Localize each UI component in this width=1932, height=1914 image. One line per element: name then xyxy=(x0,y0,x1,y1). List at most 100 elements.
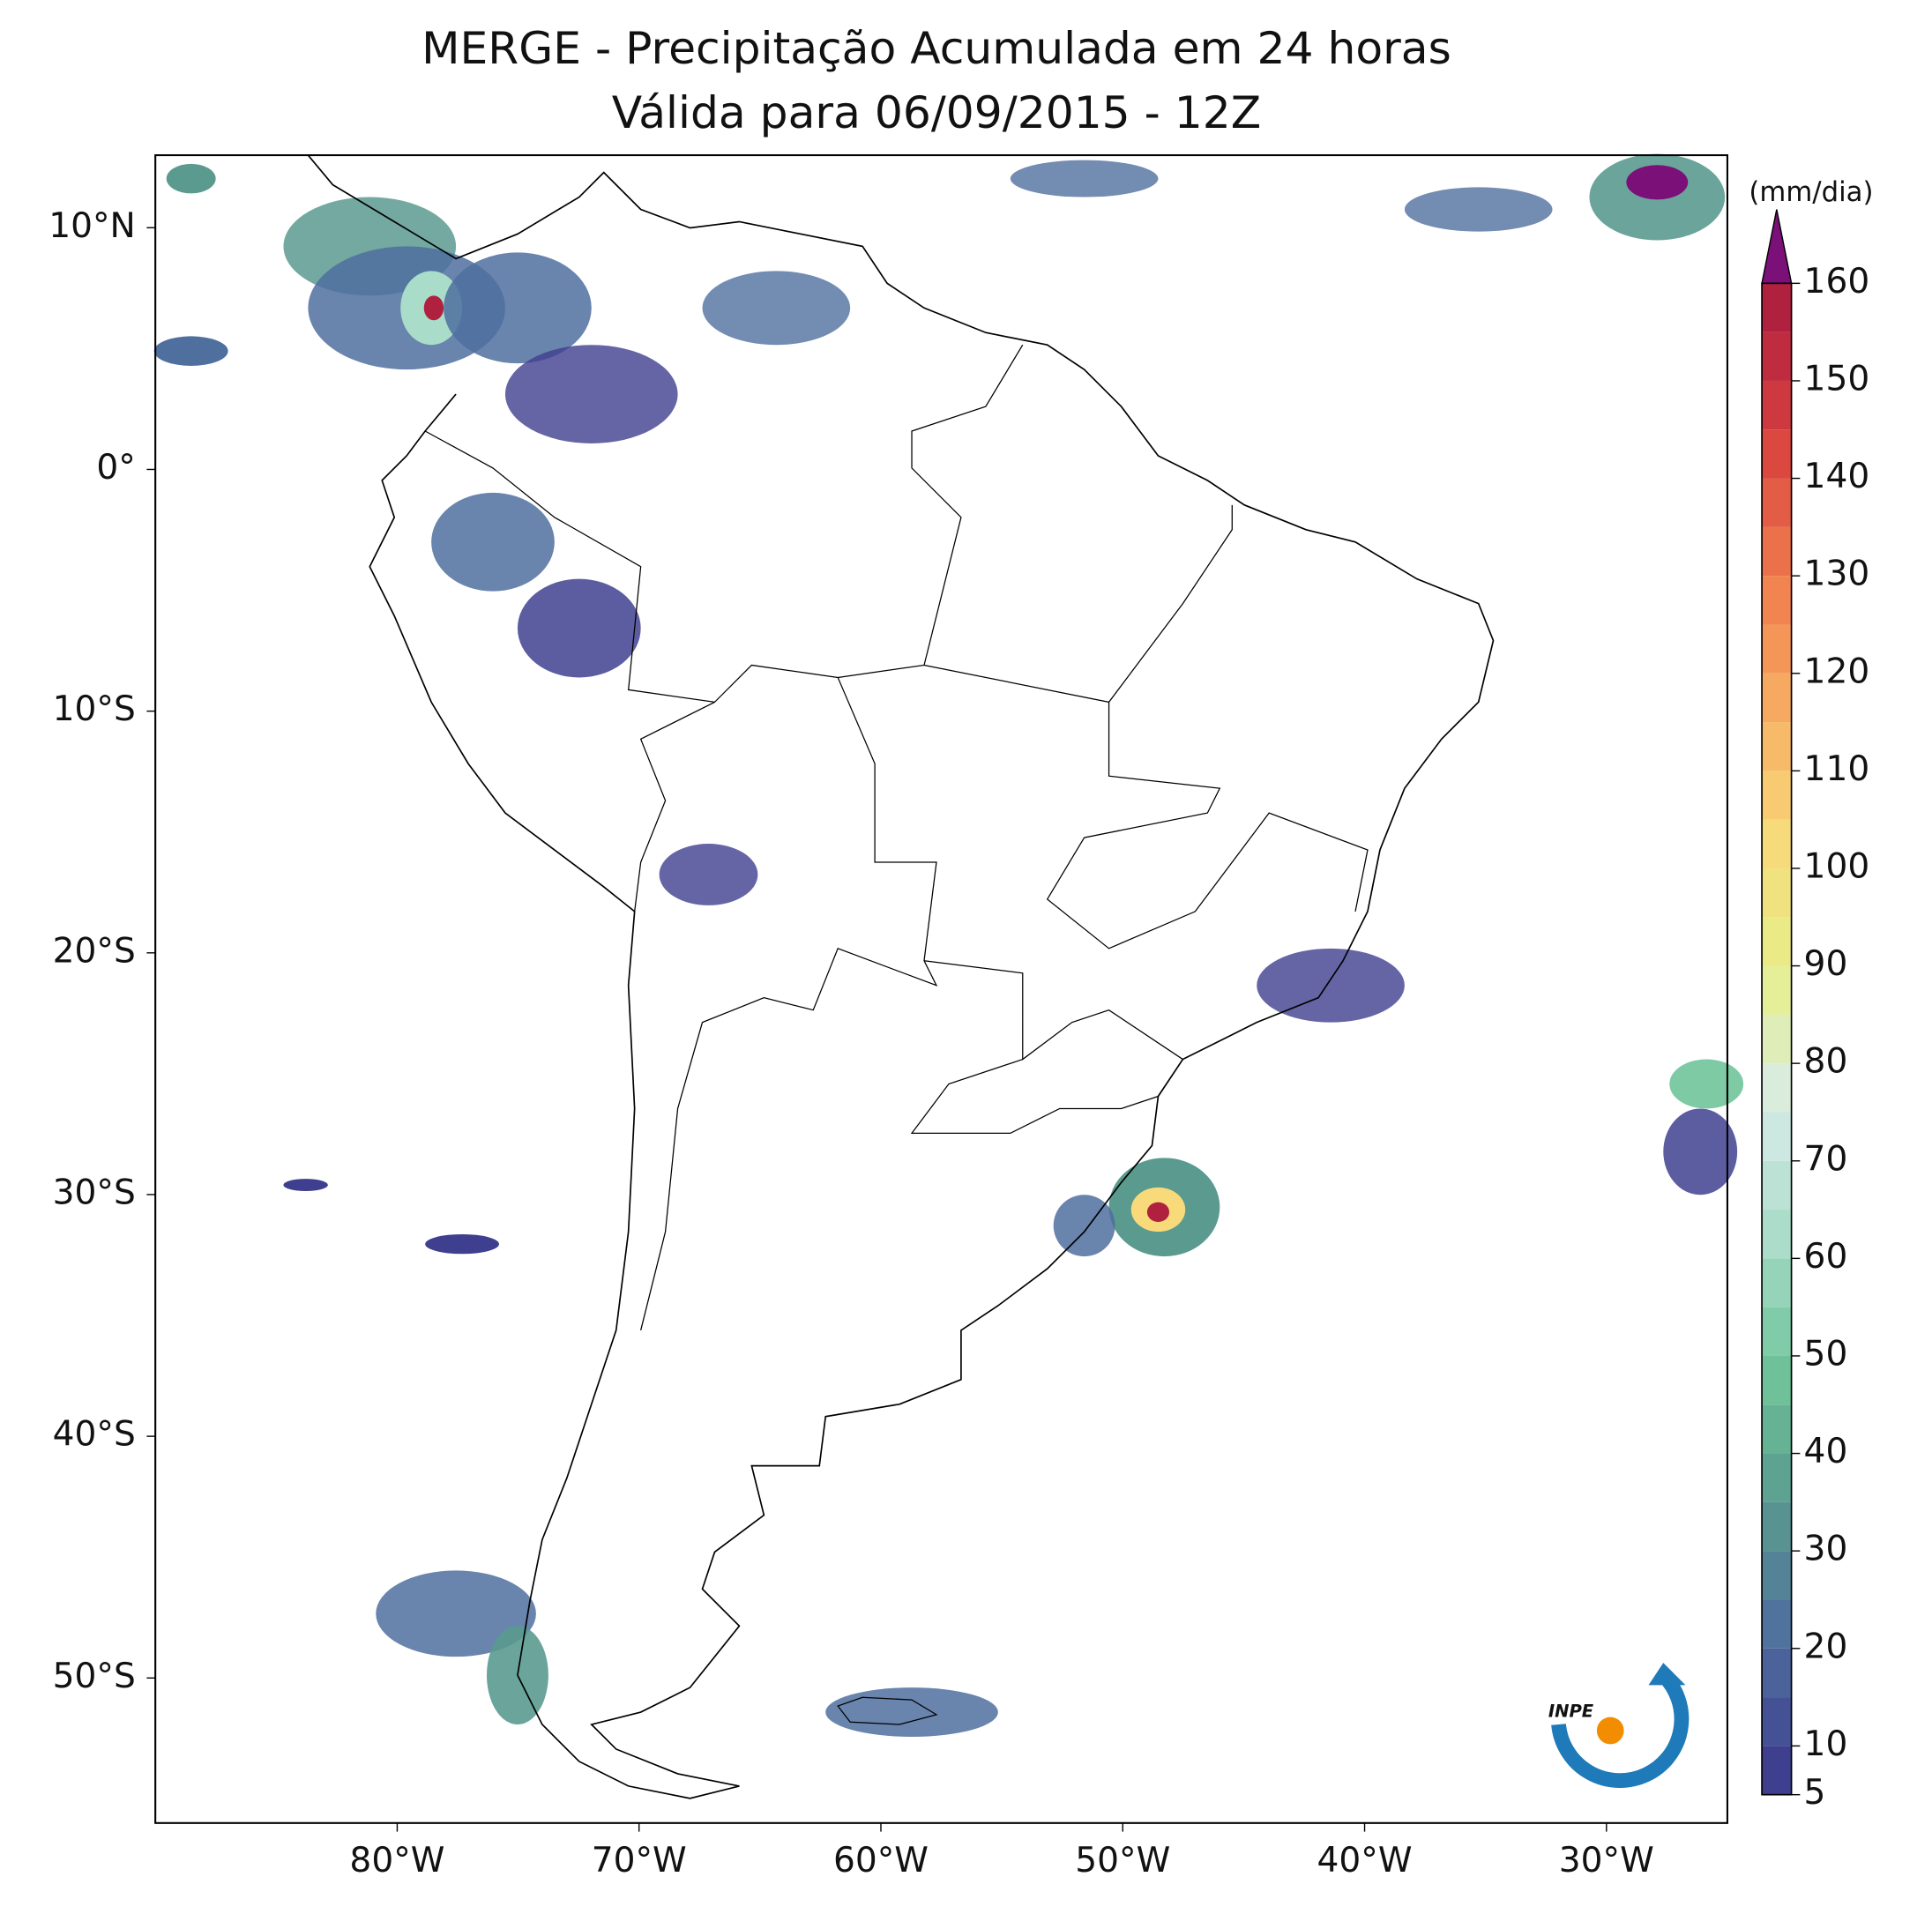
precip-area xyxy=(1626,165,1689,200)
colorbar-frame xyxy=(1761,282,1793,1796)
precip-area xyxy=(444,252,592,364)
precip-area xyxy=(425,1233,499,1255)
colorbar-band xyxy=(1762,965,1792,1015)
colorbar-band xyxy=(1762,1014,1792,1064)
colorbar-band xyxy=(1762,1648,1792,1698)
precip-area xyxy=(1663,1108,1738,1195)
x-tick-label: 70°W xyxy=(592,1841,687,1880)
precip-area xyxy=(517,578,641,678)
colorbar-band xyxy=(1762,1404,1792,1454)
colorbar: 5 10 20 30 40 50 60 70 80 90 100 110 120 130 140 150 160… xyxy=(1749,176,1873,1813)
colorbar-tick-label: 30 xyxy=(1804,1530,1848,1569)
colorbar-band xyxy=(1762,1160,1792,1210)
precip-area xyxy=(1146,1202,1170,1222)
colorbar-tick-label: 10 xyxy=(1804,1724,1848,1764)
colorbar-band xyxy=(1762,722,1792,771)
y-tick-label: 30°S xyxy=(53,1173,136,1212)
y-tick-label: 0° xyxy=(96,448,135,488)
colorbar-tick-label: 60 xyxy=(1804,1237,1848,1277)
colorbar-tick-label: 90 xyxy=(1804,944,1848,984)
border xyxy=(424,344,1369,1331)
precip-area xyxy=(825,1687,998,1737)
y-tick-label: 40°S xyxy=(53,1415,136,1455)
y-tick-label: 10°N xyxy=(48,206,136,246)
precip-area xyxy=(504,345,678,443)
colorbar-band xyxy=(1762,1210,1792,1259)
colorbar-tick-label: 130 xyxy=(1804,555,1870,594)
precip-area xyxy=(1257,948,1405,1023)
colorbar-tick-label: 160 xyxy=(1804,262,1870,302)
colorbar-band xyxy=(1762,1307,1792,1356)
colorbar-band xyxy=(1762,1599,1792,1649)
precip-area xyxy=(423,295,444,321)
precip-area xyxy=(659,844,758,905)
x-tick-label: 80°W xyxy=(349,1841,444,1880)
precip-area xyxy=(1404,187,1553,232)
colorbar-band xyxy=(1762,1355,1792,1405)
colorbar-tick-label: 140 xyxy=(1804,457,1870,496)
map-area: INPE xyxy=(153,153,1744,1824)
colorbar-tick-label: 100 xyxy=(1804,846,1870,886)
colorbar-band xyxy=(1762,771,1792,820)
colorbar-band xyxy=(1762,917,1792,966)
map-background xyxy=(155,155,1727,1823)
colorbar-tick-label: 40 xyxy=(1804,1432,1848,1471)
precip-area xyxy=(376,1570,536,1657)
x-tick-label: 60°W xyxy=(833,1841,929,1880)
colorbar-band xyxy=(1762,526,1792,577)
colorbar-band xyxy=(1762,868,1792,918)
colorbar-band xyxy=(1762,624,1792,674)
colorbar-band xyxy=(1762,283,1792,332)
map-subtitle: Válida para 06/09/2015 - 12Z xyxy=(612,86,1262,138)
island xyxy=(837,1696,938,1725)
precip-area xyxy=(702,271,851,346)
precip-area xyxy=(153,336,228,366)
colorbar-band xyxy=(1762,1746,1792,1795)
colorbar-band xyxy=(1762,576,1792,625)
precip-area xyxy=(431,492,555,592)
colorbar-tick-label: 150 xyxy=(1804,359,1870,398)
colorbar-band xyxy=(1762,478,1792,527)
colorbar-label: (mm/dia) xyxy=(1749,176,1873,208)
y-tick-label: 20°S xyxy=(53,931,136,971)
precip-area xyxy=(166,163,216,194)
map-title: MERGE - Precipitação Acumulada em 24 hor… xyxy=(421,22,1451,74)
colorbar-band xyxy=(1762,1112,1792,1161)
logo-dot xyxy=(1596,1717,1624,1745)
map-frame xyxy=(154,153,1728,1824)
logo-text: INPE xyxy=(1548,1702,1594,1722)
logo-arrow xyxy=(1648,1663,1686,1686)
logo-arc xyxy=(1551,1670,1690,1788)
colorbar-tick-label: 80 xyxy=(1804,1042,1848,1082)
colorbar-band xyxy=(1762,331,1792,381)
precip-area xyxy=(1010,160,1159,197)
precip-area xyxy=(283,1179,328,1192)
colorbar-band xyxy=(1762,1258,1792,1307)
coastline xyxy=(307,154,1495,1799)
x-tick-label: 50°W xyxy=(1075,1841,1170,1880)
x-tick-label: 30°W xyxy=(1559,1841,1654,1880)
colorbar-tick-label: 110 xyxy=(1804,749,1870,789)
colorbar-band xyxy=(1762,1501,1792,1552)
colorbar-tick-label: 120 xyxy=(1804,652,1870,691)
colorbar-band xyxy=(1762,1063,1792,1113)
colorbar-band xyxy=(1762,1551,1792,1600)
colorbar-tick-label: 70 xyxy=(1804,1139,1848,1179)
x-tick-label: 40°W xyxy=(1317,1841,1413,1880)
colorbar-band xyxy=(1762,673,1792,723)
colorbar-band xyxy=(1762,1453,1792,1502)
y-tick-label: 50°S xyxy=(53,1657,136,1696)
colorbar-extend xyxy=(1761,209,1793,285)
colorbar-tick-label: 20 xyxy=(1804,1627,1848,1666)
precipitation xyxy=(153,153,1744,1737)
colorbar-tick-label: 5 xyxy=(1804,1773,1826,1813)
logo: INPE xyxy=(1548,1663,1690,1788)
colorbar-band xyxy=(1762,819,1792,868)
colorbar-tick-label: 50 xyxy=(1804,1334,1848,1374)
colorbar-band xyxy=(1762,429,1792,479)
colorbar-band xyxy=(1762,1697,1792,1746)
colorbar-band xyxy=(1762,380,1792,430)
y-tick-label: 10°S xyxy=(53,689,136,729)
